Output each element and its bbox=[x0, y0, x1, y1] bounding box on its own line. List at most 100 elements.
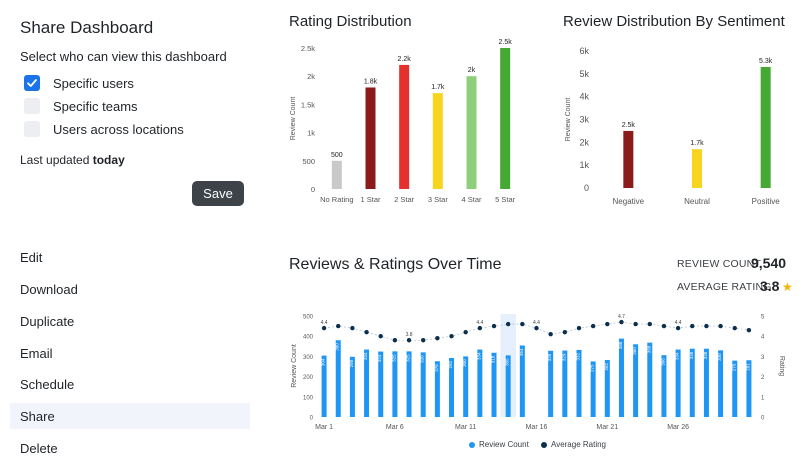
y-tick-label: 500 bbox=[302, 157, 315, 166]
time-bar-label: 298 bbox=[349, 359, 354, 367]
bar bbox=[432, 93, 443, 189]
x-tick-label: Mar 1 bbox=[315, 424, 333, 431]
menu-item-delete[interactable]: Delete bbox=[20, 440, 58, 456]
menu-item-schedule[interactable]: Schedule bbox=[20, 376, 75, 392]
bar bbox=[623, 130, 634, 188]
rating-point bbox=[505, 321, 511, 327]
y-axis-label: Review Count bbox=[565, 98, 572, 142]
y-tick-label: 500 bbox=[303, 315, 314, 321]
menu-item-edit[interactable]: Edit bbox=[20, 249, 43, 265]
checkbox-specific-users[interactable] bbox=[24, 75, 40, 91]
menu-item-email[interactable]: Email bbox=[20, 345, 53, 361]
y-tick-label: 5k bbox=[579, 69, 589, 79]
rating-point bbox=[378, 334, 383, 339]
x-tick-label: 5 Star bbox=[495, 195, 516, 204]
rating-point bbox=[463, 329, 468, 335]
time-bar-label: 328 bbox=[547, 353, 552, 361]
time-bar-label: 338 bbox=[689, 351, 694, 359]
average-rating-label: AVERAGE RATING bbox=[677, 281, 772, 293]
y-tick-label: 0 bbox=[310, 416, 314, 422]
time-bar-label: 281 bbox=[745, 363, 750, 371]
checkbox-specific-teams[interactable] bbox=[24, 98, 40, 114]
x-tick-label: Mar 16 bbox=[526, 424, 548, 431]
time-bar-label: 388 bbox=[618, 341, 623, 349]
menu-item-duplicate[interactable]: Duplicate bbox=[20, 313, 75, 329]
bar bbox=[692, 149, 702, 188]
rating-point-label: 4.7 bbox=[618, 314, 625, 320]
x-tick-label: 2 Star bbox=[394, 195, 415, 204]
time-bar bbox=[463, 356, 469, 417]
save-button[interactable]: Save bbox=[192, 181, 244, 206]
option-specific-teams[interactable]: Specific teams bbox=[24, 97, 138, 115]
option-specific-users[interactable]: Specific users bbox=[24, 74, 134, 92]
time-bar bbox=[548, 350, 554, 417]
bar bbox=[500, 48, 511, 189]
y-tick-label: 2.5k bbox=[301, 44, 315, 53]
x-tick-label: Mar 21 bbox=[596, 424, 618, 431]
x-tick-label: Mar 26 bbox=[667, 424, 689, 431]
y-right-tick-label: 1 bbox=[761, 395, 765, 401]
time-bar-label: 334 bbox=[363, 352, 368, 360]
bar bbox=[760, 66, 771, 188]
rating-point bbox=[421, 338, 426, 343]
time-bar bbox=[335, 340, 341, 417]
x-tick-label: No Rating bbox=[320, 195, 353, 204]
time-bar bbox=[378, 351, 384, 417]
legend-review-count[interactable]: Review Count bbox=[469, 440, 529, 449]
rating-distribution-title: Rating Distribution bbox=[289, 13, 412, 30]
time-bar-label: 304 bbox=[321, 358, 326, 366]
y-tick-label: 6k bbox=[579, 46, 589, 56]
rating-point bbox=[321, 325, 327, 331]
menu-item-download[interactable]: Download bbox=[20, 281, 78, 297]
y-axis-label: Review Count bbox=[291, 344, 298, 388]
time-bar bbox=[732, 360, 738, 417]
time-bar-label: 338 bbox=[703, 351, 708, 359]
bar bbox=[466, 76, 477, 189]
y-tick-label: 3k bbox=[579, 115, 589, 125]
time-bar bbox=[562, 350, 568, 417]
time-bar-label: 360 bbox=[632, 347, 637, 355]
rating-point bbox=[647, 321, 652, 327]
rating-point bbox=[336, 323, 341, 329]
time-bar-label: 320 bbox=[420, 355, 425, 363]
average-rating-value: 3.8 bbox=[760, 278, 780, 294]
rating-point bbox=[633, 321, 638, 327]
time-bar bbox=[477, 349, 483, 417]
time-bar bbox=[604, 360, 610, 417]
time-bar-label: 318 bbox=[491, 355, 496, 363]
y-tick-label: 1k bbox=[579, 160, 589, 170]
x-tick-label: Neutral bbox=[684, 197, 710, 206]
option-users-across-locations[interactable]: Users across locations bbox=[24, 120, 184, 138]
review-count-label: REVIEW COUNT bbox=[677, 258, 762, 270]
rating-point-label: 4.4 bbox=[476, 320, 483, 326]
time-bar bbox=[519, 345, 525, 417]
bar-data-label: 2.5k bbox=[499, 39, 513, 46]
bar-data-label: 500 bbox=[331, 152, 343, 159]
time-bar bbox=[647, 342, 653, 417]
option-label: Specific users bbox=[53, 75, 134, 91]
last-updated: Last updated today bbox=[20, 153, 125, 167]
bar-data-label: 2.5k bbox=[622, 122, 636, 129]
rating-point bbox=[732, 325, 737, 331]
time-bar bbox=[434, 361, 440, 417]
rating-point bbox=[435, 336, 440, 341]
time-bar bbox=[661, 355, 667, 417]
share-dashboard-subtitle: Select who can view this dashboard bbox=[20, 49, 227, 64]
legend-average-rating[interactable]: Average Rating bbox=[541, 440, 606, 449]
option-label: Users across locations bbox=[53, 121, 184, 137]
checkbox-users-across-locations[interactable] bbox=[24, 121, 40, 137]
bar bbox=[331, 160, 342, 189]
time-bar bbox=[633, 344, 639, 417]
time-bar-label: 276 bbox=[434, 364, 439, 372]
rating-point bbox=[406, 338, 412, 343]
rating-point bbox=[548, 331, 553, 337]
menu-item-share[interactable]: Share bbox=[10, 403, 250, 429]
option-label: Specific teams bbox=[53, 98, 138, 114]
bar-data-label: 1.7k bbox=[690, 140, 704, 147]
y-tick-label: 2k bbox=[307, 72, 315, 81]
time-bar bbox=[718, 350, 724, 417]
x-tick-label: Mar 6 bbox=[386, 424, 404, 431]
time-bar-label: 368 bbox=[646, 345, 651, 353]
rating-point bbox=[661, 323, 667, 329]
